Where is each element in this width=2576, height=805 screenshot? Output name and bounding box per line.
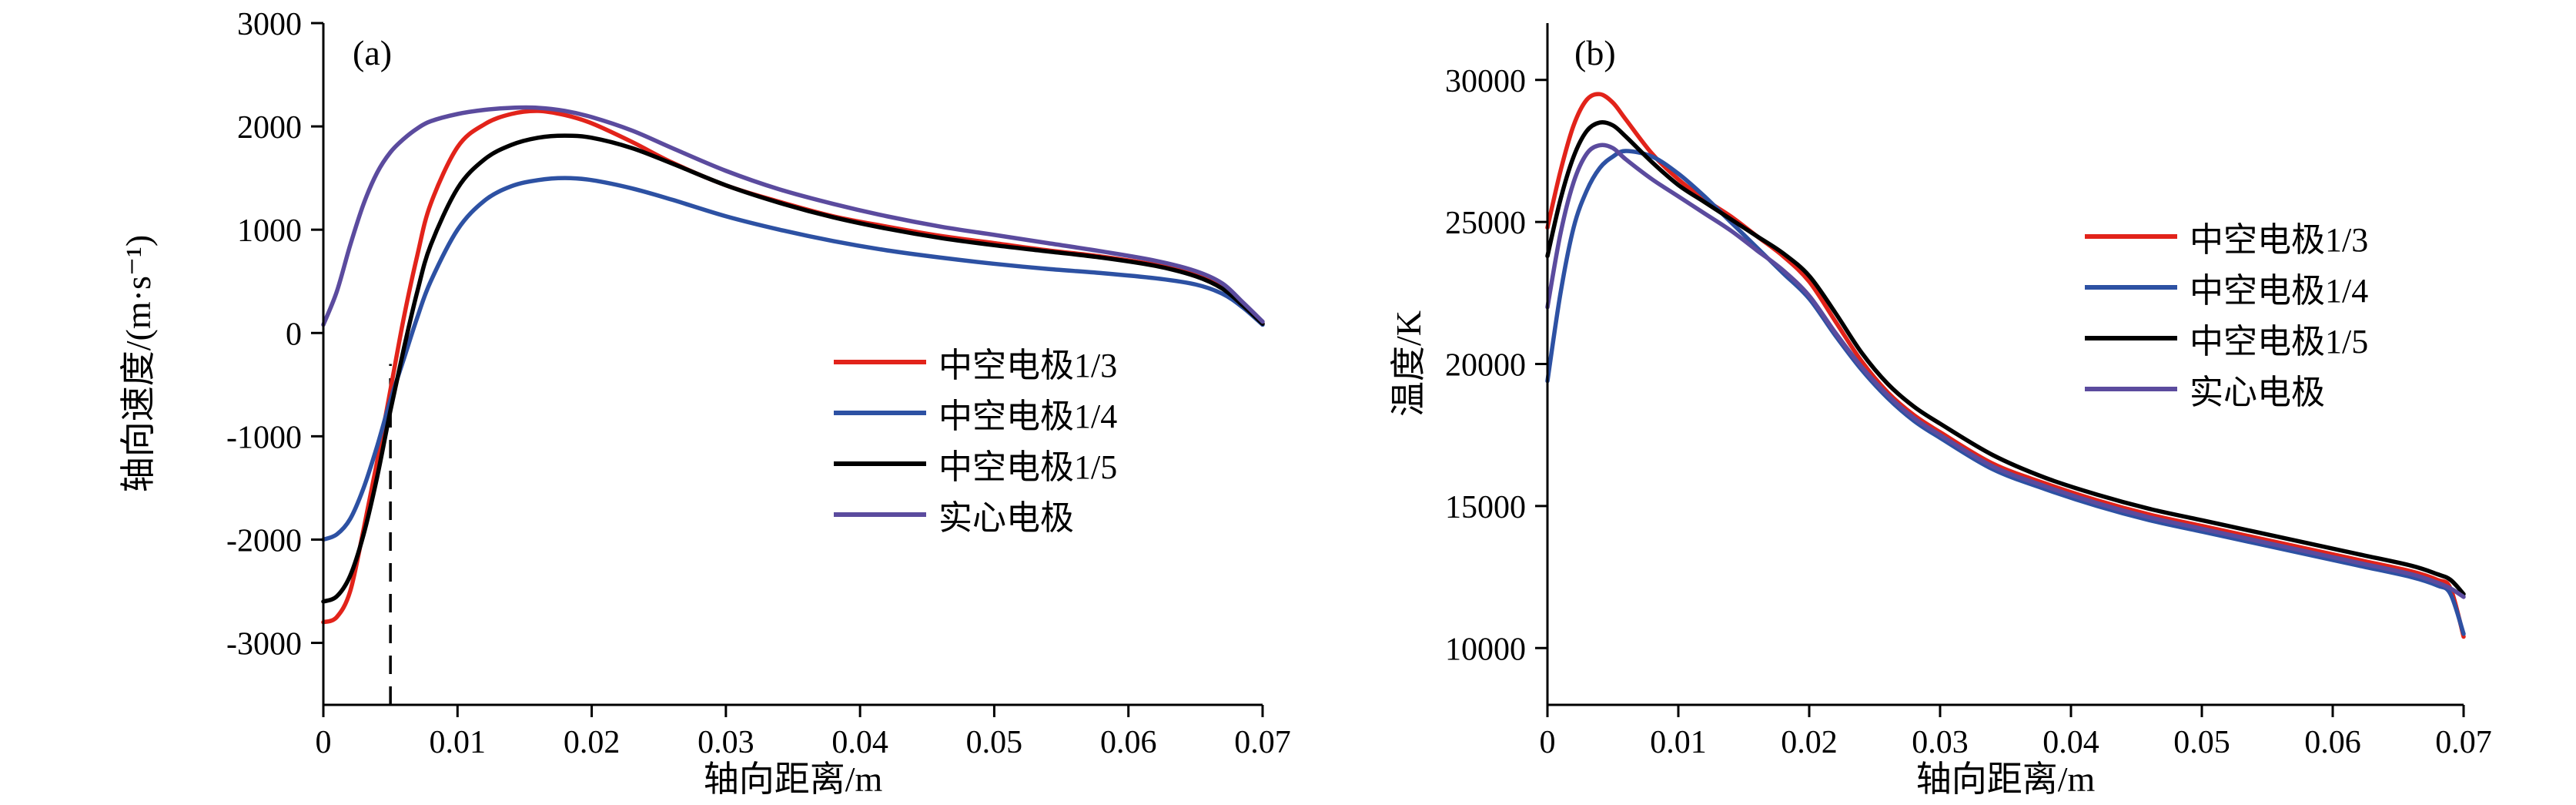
svg-text:0.05: 0.05 (2173, 725, 2230, 760)
legend-label: 中空电极1/4 (2190, 272, 2369, 310)
legend-item: 中空电极1/5 (2085, 313, 2368, 364)
svg-text:25000: 25000 (1445, 206, 1526, 241)
legend-line-swatch (2085, 234, 2177, 239)
svg-text:0.01: 0.01 (430, 725, 487, 760)
svg-text:0.02: 0.02 (564, 725, 621, 760)
legend-label: 中空电极1/4 (938, 397, 1118, 435)
svg-text:0.07: 0.07 (1234, 725, 1291, 760)
svg-text:0.07: 0.07 (2435, 725, 2492, 760)
legend-line-swatch (834, 360, 926, 364)
legend-label: 中空电极1/5 (938, 448, 1118, 486)
svg-text:15000: 15000 (1445, 490, 1526, 525)
x-axis-label-b: 轴向距离/m (1915, 760, 2096, 799)
svg-text:30000: 30000 (1445, 64, 1526, 99)
svg-text:0.01: 0.01 (1650, 725, 1707, 760)
panel-label-a: (a) (353, 33, 393, 72)
svg-text:0.05: 0.05 (966, 725, 1023, 760)
legend-item: 实心电极 (834, 489, 1117, 540)
svg-text:0.03: 0.03 (698, 725, 754, 760)
svg-text:0: 0 (286, 317, 302, 352)
panel-label-b: (b) (1574, 33, 1616, 72)
svg-text:3000: 3000 (237, 7, 302, 42)
svg-text:10000: 10000 (1445, 632, 1526, 667)
legend-line-swatch (2085, 336, 2177, 340)
legend-line-swatch (2085, 387, 2177, 391)
chart-b: 10000 15000 20000 25000 30000 0 0.01 0.02 0.03 0.… (1445, 23, 2492, 760)
legend-label: 中空电极1/3 (2190, 221, 2369, 259)
legend-line-swatch (834, 411, 926, 415)
legend-label: 中空电极1/5 (2190, 323, 2369, 361)
svg-text:1000: 1000 (237, 213, 302, 249)
svg-text:0: 0 (1540, 725, 1556, 760)
y-axis-label-a: 轴向速度/(m·s⁻¹) (119, 234, 158, 493)
legend-item: 中空电极1/3 (834, 337, 1117, 387)
legend-label: 实心电极 (938, 499, 1074, 537)
svg-text:0.03: 0.03 (1912, 725, 1969, 760)
legend-a: 中空电极1/3 中空电极1/4 中空电极1/5 实心电极 (834, 337, 1117, 540)
legend-item: 中空电极1/5 (834, 438, 1117, 489)
svg-text:0: 0 (316, 725, 332, 760)
chart-a: -3000 -2000 -1000 0 1000 2000 3000 0 0.01 0.02 0.0… (226, 7, 1291, 760)
x-axis-label-a: 轴向距离/m (703, 760, 883, 799)
legend-label: 中空电极1/3 (938, 347, 1118, 384)
svg-text:0.06: 0.06 (1100, 725, 1157, 760)
svg-text:-3000: -3000 (226, 627, 302, 662)
svg-text:-1000: -1000 (226, 420, 302, 455)
legend-item: 中空电极1/4 (834, 387, 1117, 438)
legend-line-swatch (834, 461, 926, 466)
y-axis-label-b: 温度/K (1389, 310, 1428, 417)
svg-text:-2000: -2000 (226, 523, 302, 558)
svg-text:2000: 2000 (237, 110, 302, 146)
svg-text:0.02: 0.02 (1781, 725, 1838, 760)
legend-line-swatch (2085, 285, 2177, 290)
legend-item: 实心电极 (2085, 364, 2368, 414)
legend-label: 实心电极 (2190, 374, 2325, 411)
svg-text:0.04: 0.04 (2042, 725, 2099, 760)
legend-item: 中空电极1/4 (2085, 262, 2368, 313)
legend-line-swatch (834, 512, 926, 517)
svg-text:20000: 20000 (1445, 348, 1526, 384)
svg-text:0.06: 0.06 (2304, 725, 2361, 760)
legend-item: 中空电极1/3 (2085, 211, 2368, 262)
svg-text:0.04: 0.04 (831, 725, 888, 760)
legend-b: 中空电极1/3 中空电极1/4 中空电极1/5 实心电极 (2085, 211, 2368, 414)
